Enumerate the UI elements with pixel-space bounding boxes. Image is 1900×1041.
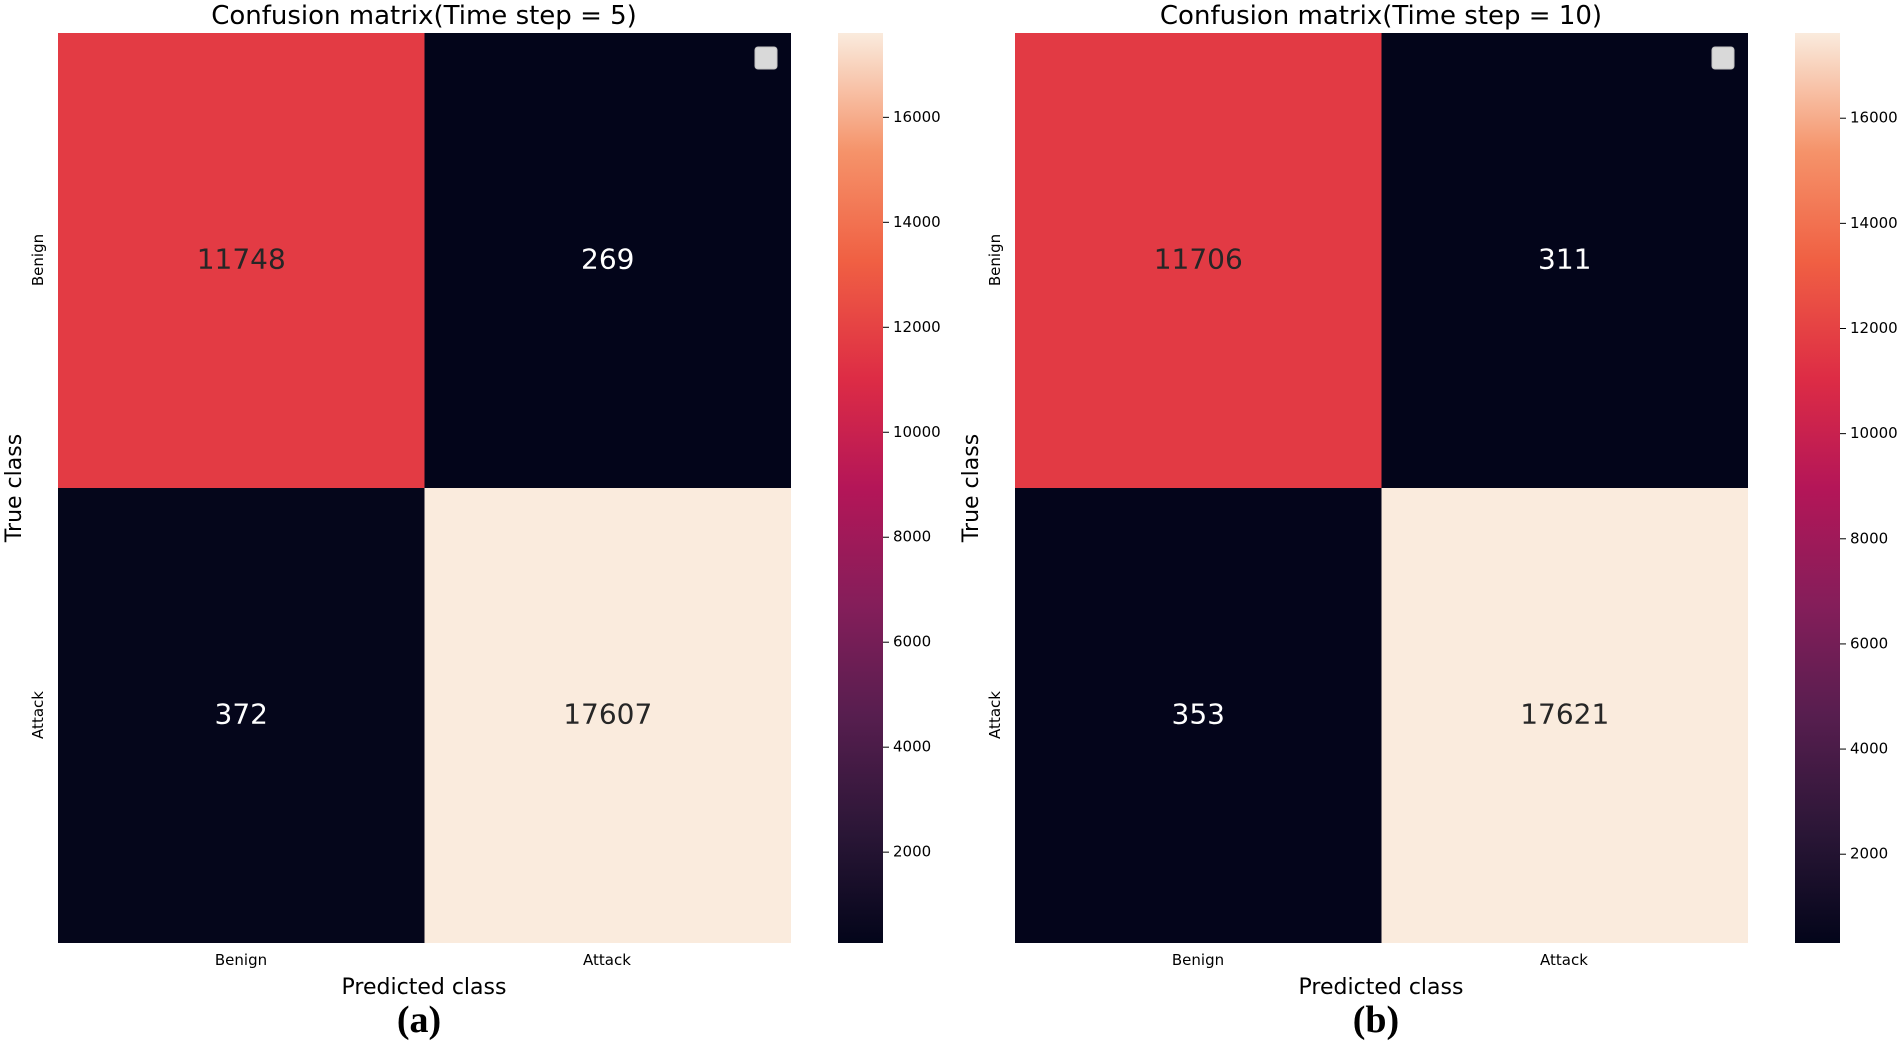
y-tick-label: Benign [986, 234, 1004, 286]
cell-value-label: 353 [1172, 698, 1225, 731]
heatmap-cell [1381, 488, 1748, 943]
heatmap-cell [1015, 33, 1382, 488]
colorbar-tick-label: 6000 [893, 633, 931, 651]
colorbar-tick-label: 14000 [1850, 214, 1898, 232]
x-axis-label: Predicted class [1299, 975, 1464, 1000]
heatmap-cell-labels: 11748 269 372 17607 [197, 243, 653, 731]
heatmap-cell [424, 33, 791, 488]
heatmap-cell [1015, 488, 1382, 943]
colorbar-tick-label: 8000 [1850, 529, 1888, 547]
colorbar-tick-label: 2000 [893, 843, 931, 861]
colorbar-tick-label: 12000 [893, 318, 941, 336]
subfigure-label: (a) [397, 999, 441, 1041]
heatmap-cell [58, 33, 425, 488]
colorbar-tick-label: 4000 [893, 738, 931, 756]
x-tick-label: Benign [1172, 951, 1224, 969]
legend-box [754, 46, 778, 70]
heatmap-cells [1015, 33, 1748, 943]
colorbar [1795, 33, 1840, 943]
chart-title: Confusion matrix(Time step = 5) [211, 1, 637, 31]
cell-value-label: 269 [581, 243, 634, 276]
colorbar-tick-label: 14000 [893, 213, 941, 231]
subfigure-label: (b) [1353, 999, 1399, 1041]
colorbar-tick-label: 16000 [893, 108, 941, 126]
cell-value-label: 11748 [197, 243, 286, 276]
colorbar-tick-label: 8000 [893, 528, 931, 546]
x-tick-label: Attack [1540, 951, 1588, 969]
cell-value-label: 11706 [1154, 243, 1243, 276]
cell-value-label: 372 [215, 698, 268, 731]
heatmap-chart-a: Confusion matrix(Time step = 5) 11748 269… [2, 1, 941, 1041]
y-tick-label: Benign [29, 234, 47, 286]
y-axis-label: True class [2, 434, 27, 543]
colorbar-ticks: 2000 4000 6000 8000 10000 12000 14000 16000 [883, 108, 941, 861]
x-tick-label: Benign [215, 951, 267, 969]
x-tick-label: Attack [583, 951, 631, 969]
chart-title: Confusion matrix(Time step = 10) [1160, 1, 1602, 31]
colorbar-tick-label: 12000 [1850, 319, 1898, 337]
colorbar-ticks: 2000 4000 6000 8000 10000 12000 14000 16000 [1840, 109, 1898, 863]
confusion-matrix-panel-a: Confusion matrix(Time step = 5) 11748 269… [2, 1, 941, 1041]
colorbar-tick-label: 2000 [1850, 845, 1888, 863]
colorbar-tick-label: 10000 [893, 423, 941, 441]
colorbar-tick-label: 10000 [1850, 424, 1898, 442]
x-axis-label: Predicted class [342, 975, 507, 1000]
cell-value-label: 17621 [1520, 698, 1609, 731]
heatmap-cells [58, 33, 791, 943]
legend-box [1711, 46, 1735, 70]
y-tick-label: Attack [29, 691, 47, 739]
heatmap-cell-labels: 11706 311 353 17621 [1154, 243, 1610, 731]
cell-value-label: 17607 [563, 698, 652, 731]
colorbar [838, 33, 883, 943]
colorbar-tick-label: 4000 [1850, 740, 1888, 758]
confusion-matrix-panel-b: Confusion matrix(Time step = 10) 11706 31… [957, 0, 1900, 1041]
colorbar-tick-label: 6000 [1850, 634, 1888, 652]
cell-value-label: 311 [1538, 243, 1591, 276]
colorbar-tick-label: 16000 [1850, 109, 1898, 127]
heatmap-cell [424, 488, 791, 943]
y-tick-label: Attack [986, 691, 1004, 739]
heatmap-chart-b: Confusion matrix(Time step = 10) 11706 31… [959, 1, 1898, 1041]
y-axis-label: True class [959, 434, 984, 543]
heatmap-cell [1381, 33, 1748, 488]
heatmap-cell [58, 488, 425, 943]
